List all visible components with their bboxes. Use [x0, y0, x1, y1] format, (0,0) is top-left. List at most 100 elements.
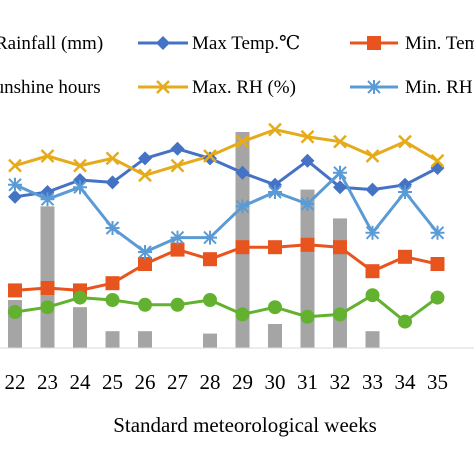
x-axis-title: Standard meteorological weeks [113, 413, 377, 437]
rainfall-bar-week-32 [333, 218, 347, 348]
point-min-temp-week-22 [8, 283, 22, 298]
point-max-rh-week-22 [8, 158, 22, 173]
x-tick-label-22: 22 [5, 370, 26, 394]
rainfall-bar-week-29 [235, 132, 250, 348]
legend-marker-min-temp [367, 36, 381, 50]
legend-item-min-temp: Min. Temp.℃ [350, 33, 474, 54]
point-max-rh-week-30 [268, 122, 282, 137]
point-max-temp-week-27 [170, 141, 185, 156]
point-max-temp-week-35 [430, 161, 445, 175]
x-tick-label-33: 33 [362, 370, 383, 394]
point-max-temp-week-25 [105, 175, 120, 190]
rainfall-bar-week-26 [138, 331, 152, 348]
rainfall-bar-week-33 [365, 331, 380, 348]
rainfall-bar-week-28 [203, 333, 217, 348]
legend-item-min-rh: Min. RH (%) [350, 77, 474, 98]
point-max-temp-week-31 [300, 153, 315, 168]
legend-label-max-rh: Max. RH (%) [192, 77, 296, 98]
legend-marker-max-rh [156, 80, 170, 94]
point-max-rh-week-27 [170, 158, 185, 173]
point-max-rh-week-31 [300, 129, 315, 144]
legend-marker-min-rh [367, 80, 381, 94]
point-min-temp-week-25 [105, 276, 120, 291]
rainfall-bar-week-25 [105, 331, 120, 348]
x-tick-label-27: 27 [167, 370, 188, 394]
legend-item-max-rh: Max. RH (%) [138, 77, 296, 98]
legend-item-sunshine: Sunshine hours [0, 77, 101, 98]
x-tick-label-34: 34 [395, 370, 417, 394]
point-min-rh-week-34 [398, 185, 412, 199]
x-tick-label-28: 28 [200, 370, 221, 394]
legend-item-rainfall: Rainfall (mm) [0, 33, 103, 54]
point-sunshine-hours-week-31 [300, 309, 315, 324]
point-sunshine-hours-week-25 [105, 293, 120, 307]
point-sunshine-hours-week-32 [333, 307, 347, 322]
point-min-temp-week-29 [235, 240, 250, 255]
point-min-rh-week-24 [73, 180, 87, 195]
point-max-rh-week-24 [73, 158, 87, 173]
x-tick-label-25: 25 [102, 370, 123, 394]
point-sunshine-hours-week-28 [203, 293, 217, 307]
rainfall-bar-week-31 [300, 189, 315, 348]
point-max-temp-week-32 [333, 180, 347, 195]
point-max-rh-week-26 [138, 168, 152, 183]
point-max-temp-week-33 [365, 182, 380, 197]
point-max-rh-week-23 [40, 149, 55, 163]
point-min-rh-week-32 [333, 165, 347, 180]
point-min-temp-week-30 [268, 240, 282, 255]
legend-item-max-temp: Max Temp.℃ [138, 33, 300, 54]
series-line-min-rh [14, 171, 439, 254]
x-tick-label-35: 35 [427, 370, 448, 394]
point-max-temp-week-29 [235, 165, 250, 180]
point-min-rh-week-23 [40, 192, 55, 207]
point-sunshine-hours-week-30 [268, 300, 282, 315]
point-max-rh-week-29 [235, 134, 250, 149]
point-max-rh-week-33 [365, 149, 380, 163]
x-tick-label-30: 30 [265, 370, 286, 394]
point-min-rh-week-33 [365, 225, 380, 240]
series-line-max-rh [14, 128, 439, 177]
point-min-temp-week-23 [40, 281, 55, 295]
rainfall-bar-week-24 [73, 307, 87, 348]
point-min-rh-week-27 [170, 230, 185, 245]
point-min-rh-week-22 [8, 177, 22, 192]
legend-marker-max-temp [156, 36, 170, 50]
point-max-rh-week-32 [333, 134, 347, 149]
legend-label-sunshine: Sunshine hours [0, 77, 101, 98]
point-max-rh-week-35 [430, 153, 445, 168]
legend-label-min-rh: Min. RH (%) [405, 77, 474, 98]
point-min-rh-week-31 [300, 197, 315, 211]
point-min-temp-week-31 [300, 237, 315, 252]
legend-label-rainfall: Rainfall (mm) [0, 33, 103, 54]
legend-label-max-temp: Max Temp.℃ [192, 33, 300, 54]
x-tick-label-29: 29 [232, 370, 253, 394]
point-min-rh-week-26 [138, 245, 152, 259]
point-max-rh-week-34 [398, 134, 412, 149]
point-min-temp-week-32 [333, 240, 347, 255]
point-max-rh-week-28 [203, 149, 217, 163]
point-min-rh-week-29 [235, 199, 250, 214]
point-min-temp-week-33 [365, 264, 380, 279]
series-markers [8, 122, 445, 329]
point-min-temp-week-28 [203, 252, 217, 267]
point-sunshine-hours-week-26 [138, 297, 152, 312]
legend-label-min-temp: Min. Temp.℃ [405, 33, 474, 54]
point-min-rh-week-35 [430, 225, 445, 240]
point-min-rh-week-30 [268, 185, 282, 199]
point-sunshine-hours-week-27 [170, 297, 185, 312]
point-max-temp-week-22 [8, 189, 22, 204]
point-min-rh-week-28 [203, 230, 217, 245]
x-tick-label-24: 24 [70, 370, 92, 394]
point-sunshine-hours-week-22 [8, 305, 22, 319]
x-tick-label-31: 31 [297, 370, 318, 394]
point-sunshine-hours-week-29 [235, 307, 250, 322]
point-sunshine-hours-week-24 [73, 290, 87, 305]
x-tick-label-26: 26 [135, 370, 156, 394]
point-sunshine-hours-week-34 [398, 314, 412, 329]
x-tick-labels: 22 23 24 25 26 27 28 29 30 31 32 33 34 35 [5, 370, 449, 394]
point-min-temp-week-26 [138, 257, 152, 271]
point-sunshine-hours-week-33 [365, 288, 380, 303]
point-min-temp-week-34 [398, 249, 412, 264]
rainfall-bar-week-23 [40, 206, 55, 348]
